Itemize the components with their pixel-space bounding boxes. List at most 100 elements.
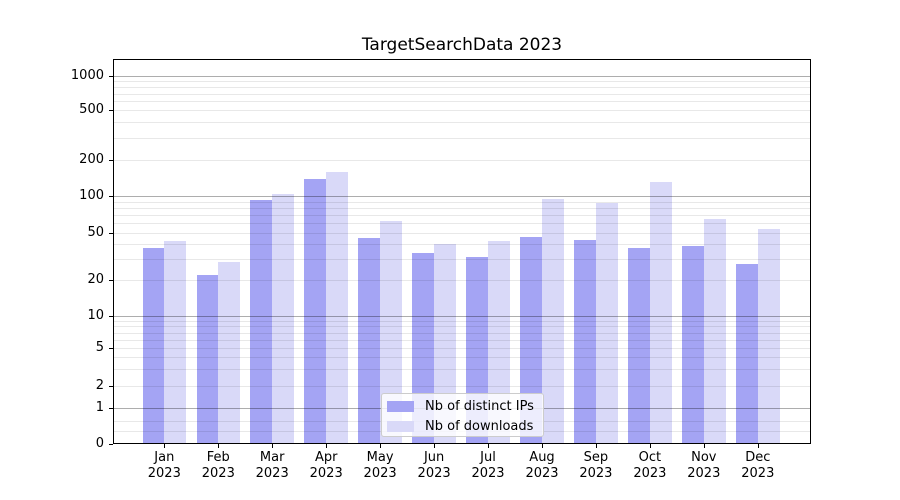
legend-swatch-downloads-icon: [387, 420, 414, 432]
gridline-minor: [113, 320, 811, 322]
bar-downloads-apr: [326, 171, 348, 444]
gridline-minor: [113, 201, 811, 203]
gridline-minor: [113, 160, 811, 161]
x-tick-label-dec: Dec 2023: [741, 450, 775, 481]
bar-downloads-nov: [703, 219, 726, 444]
y-tick-mark: [109, 196, 113, 197]
gridline-minor: [113, 244, 811, 246]
x-tick-mark: [272, 444, 274, 448]
gridline-minor: [113, 215, 811, 216]
x-tick-label-may: May 2023: [363, 450, 397, 481]
x-tick-label-jul: Jul 2023: [471, 450, 505, 481]
bar-distinct-ips-jan: [142, 248, 165, 444]
gridline-minor: [113, 223, 811, 225]
gridline-minor: [113, 339, 811, 341]
bar-distinct-ips-nov: [682, 245, 704, 444]
y-tick-label: 500: [79, 102, 104, 117]
gridline-minor: [113, 110, 811, 111]
gridline-minor: [113, 258, 811, 260]
bar-distinct-ips-aug: [520, 237, 542, 444]
x-tick-mark: [434, 444, 436, 448]
bar-distinct-ips-apr: [304, 178, 327, 444]
legend-label-distinct-ips: Nb of distinct IPs: [425, 398, 534, 414]
legend-swatch-distinct-ips-icon: [387, 400, 414, 412]
bar-downloads-feb: [218, 262, 241, 444]
bar-downloads-mar: [272, 193, 294, 444]
bar-distinct-ips-may: [358, 238, 381, 444]
gridline-major: [113, 316, 811, 317]
y-tick-label: 100: [79, 188, 104, 203]
y-tick-label: 1: [95, 400, 104, 415]
gridline-major: [113, 76, 811, 77]
gridline-minor: [113, 207, 811, 209]
y-tick-mark: [109, 110, 113, 111]
gridline-minor: [113, 326, 811, 328]
y-tick-label: 5: [95, 340, 104, 355]
y-tick-label: 0: [95, 436, 104, 451]
x-tick-mark: [164, 444, 166, 448]
gridline-minor: [113, 332, 811, 334]
x-tick-mark: [757, 444, 759, 448]
y-tick-label: 2: [95, 378, 104, 393]
gridline-minor: [113, 357, 811, 359]
gridline-major: [113, 196, 811, 197]
x-tick-label-jun: Jun 2023: [417, 450, 451, 481]
legend-item-distinct-ips: Nb of distinct IPs: [382, 396, 543, 416]
x-tick-mark: [326, 444, 328, 448]
y-tick-label: 20: [87, 271, 104, 287]
x-tick-label-aug: Aug 2023: [525, 450, 559, 481]
plot-area: [113, 59, 811, 444]
x-tick-label-mar: Mar 2023: [255, 450, 289, 481]
y-tick-mark: [109, 408, 113, 409]
x-tick-mark: [488, 444, 489, 448]
x-tick-mark: [703, 444, 705, 448]
x-tick-label-apr: Apr 2023: [309, 450, 343, 481]
y-tick-mark: [109, 160, 113, 161]
gridline-minor: [113, 122, 811, 124]
y-tick-label: 200: [79, 152, 104, 167]
gridline-minor: [113, 93, 811, 95]
bar-downloads-oct: [649, 182, 672, 444]
x-tick-label-feb: Feb 2023: [201, 450, 235, 481]
bar-downloads-sep: [595, 202, 618, 444]
legend-item-downloads: Nb of downloads: [382, 416, 543, 436]
x-tick-mark: [218, 444, 220, 448]
bar-distinct-ips-sep: [574, 239, 596, 444]
y-tick-mark: [109, 386, 113, 387]
gridline-minor: [113, 369, 811, 371]
gridline-minor: [113, 233, 811, 234]
y-tick-label: 50: [87, 225, 104, 240]
y-tick-mark: [109, 444, 113, 445]
bar-downloads-aug: [542, 198, 564, 444]
bar-distinct-ips-dec: [736, 264, 758, 444]
gridline-minor: [113, 101, 811, 103]
x-tick-label-jan: Jan 2023: [147, 450, 181, 481]
bar-downloads-may: [380, 220, 402, 444]
x-tick-mark: [595, 444, 597, 448]
x-tick-label-sep: Sep 2023: [579, 450, 613, 481]
y-tick-mark: [109, 279, 113, 281]
gridline-minor: [113, 386, 811, 387]
bar-distinct-ips-oct: [628, 248, 650, 444]
x-tick-mark: [542, 444, 543, 448]
gridline-minor: [113, 279, 811, 281]
bar-downloads-jan: [164, 240, 187, 444]
chart-title: TargetSearchData 2023: [361, 35, 563, 55]
gridline-minor: [113, 348, 811, 349]
y-tick-mark: [109, 76, 113, 77]
y-tick-mark: [109, 233, 113, 234]
bar-downloads-dec: [757, 228, 780, 444]
y-tick-mark: [109, 348, 113, 349]
gridline-minor: [113, 86, 811, 88]
y-tick-label: 1000: [70, 68, 104, 83]
y-tick-label: 10: [87, 308, 104, 323]
x-tick-mark: [649, 444, 651, 448]
x-tick-mark: [380, 444, 382, 448]
gridline-minor: [113, 137, 811, 139]
gridline-minor: [113, 81, 811, 83]
x-tick-label-oct: Oct 2023: [633, 450, 667, 481]
bar-distinct-ips-mar: [250, 199, 273, 444]
x-tick-label-nov: Nov 2023: [687, 450, 721, 481]
y-tick-mark: [109, 316, 113, 317]
